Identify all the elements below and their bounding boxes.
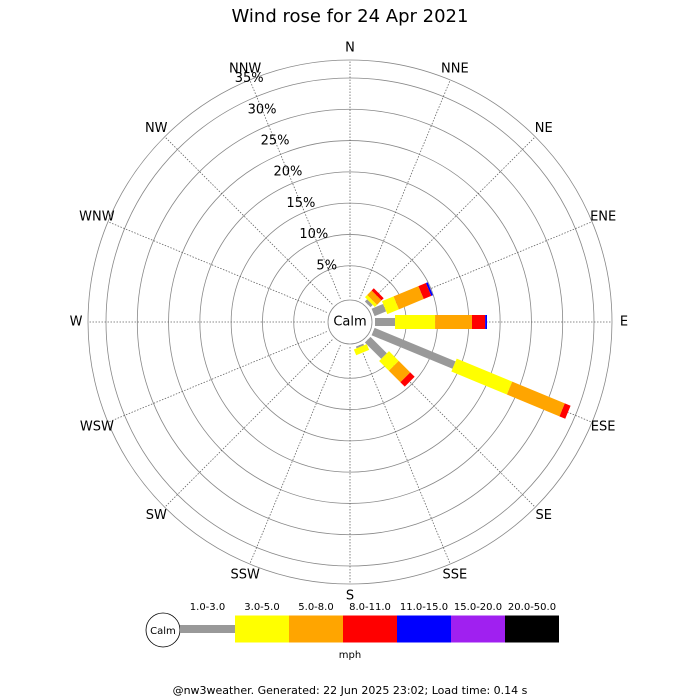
bar-segment: [451, 358, 513, 395]
legend-label: 20.0-50.0: [508, 602, 556, 613]
spoke: [359, 344, 451, 565]
direction-label: SSW: [230, 568, 260, 583]
bar-segment: [425, 282, 434, 296]
spoke: [107, 221, 328, 313]
r-tick-label: 30%: [248, 102, 277, 117]
bar-segment: [375, 318, 396, 326]
direction-label: SW: [146, 508, 167, 523]
outer-ring: [87, 59, 613, 585]
bar-segment: [485, 315, 488, 329]
direction-label: NNE: [441, 61, 469, 76]
legend-label: 8.0-11.0: [349, 602, 391, 613]
direction-label: NE: [535, 121, 553, 136]
bar-segment: [388, 360, 411, 383]
bar-segment: [371, 303, 387, 317]
legend-swatch: [180, 625, 235, 633]
bar-segment: [371, 288, 384, 301]
direction-label: WNW: [79, 210, 115, 225]
calm-label: Calm: [333, 315, 366, 330]
bar-segment: [364, 336, 387, 359]
direction-label: SSE: [442, 568, 467, 583]
bar-segment: [395, 315, 436, 329]
direction-label: ESE: [591, 419, 616, 434]
legend-swatch: [343, 615, 397, 643]
direction-label: ENE: [590, 210, 616, 225]
direction-label: W: [70, 315, 83, 330]
spoke: [107, 331, 328, 423]
legend-label: 11.0-15.0: [400, 602, 448, 613]
bar-segment: [435, 315, 472, 329]
spoke: [249, 344, 341, 565]
spoke: [367, 136, 536, 305]
spoke: [249, 79, 341, 300]
bar-segment: [367, 290, 382, 305]
legend-label: 5.0-8.0: [298, 602, 333, 613]
legend-swatch: [289, 615, 343, 643]
bar-segment: [355, 343, 364, 349]
bar-segment: [506, 381, 565, 417]
legend-swatch: [397, 615, 451, 643]
bar-segment: [364, 294, 378, 308]
footer: @nw3weather. Generated: 22 Jun 2025 23:0…: [173, 684, 528, 697]
r-tick-label: 25%: [261, 133, 290, 148]
bar-segment: [559, 403, 571, 419]
r-tick-label: 5%: [316, 258, 337, 273]
r-tick-label: 10%: [299, 227, 328, 242]
direction-label: SE: [536, 508, 552, 523]
direction-label: WSW: [80, 419, 114, 434]
direction-label: E: [620, 315, 628, 330]
legend-label: 1.0-3.0: [190, 602, 225, 613]
bar-segment: [371, 327, 456, 369]
direction-label: S: [346, 589, 354, 604]
r-tick-label: 20%: [273, 165, 302, 180]
bar-segment: [379, 351, 399, 371]
spoke: [359, 79, 451, 300]
bar-segment: [471, 315, 486, 329]
legend-calm-label: Calm: [150, 626, 176, 637]
bar-segment: [393, 286, 424, 310]
legend-swatch: [235, 615, 289, 643]
direction-label: N: [345, 41, 355, 56]
calm-circle: [327, 299, 373, 345]
spoke: [164, 136, 333, 305]
grid-ring: [136, 108, 564, 536]
direction-label: NW: [145, 121, 168, 136]
chart-title: Wind rose for 24 Apr 2021: [232, 6, 469, 27]
r-tick-label: 15%: [286, 196, 315, 211]
spoke: [164, 339, 333, 508]
grid-ring: [199, 171, 501, 473]
legend-label: 15.0-20.0: [454, 602, 502, 613]
direction-label: NNW: [229, 61, 261, 76]
bar-segment: [418, 282, 432, 300]
legend-swatch: [505, 615, 559, 643]
bar-segment: [364, 299, 373, 308]
legend-label: 3.0-5.0: [244, 602, 279, 613]
bar-segment: [400, 372, 415, 387]
bar-segment: [353, 344, 370, 356]
bar-segment: [381, 296, 399, 315]
legend-swatch: [451, 615, 505, 643]
legend-unit: mph: [339, 650, 361, 661]
r-tick-label: 35%: [235, 71, 264, 86]
